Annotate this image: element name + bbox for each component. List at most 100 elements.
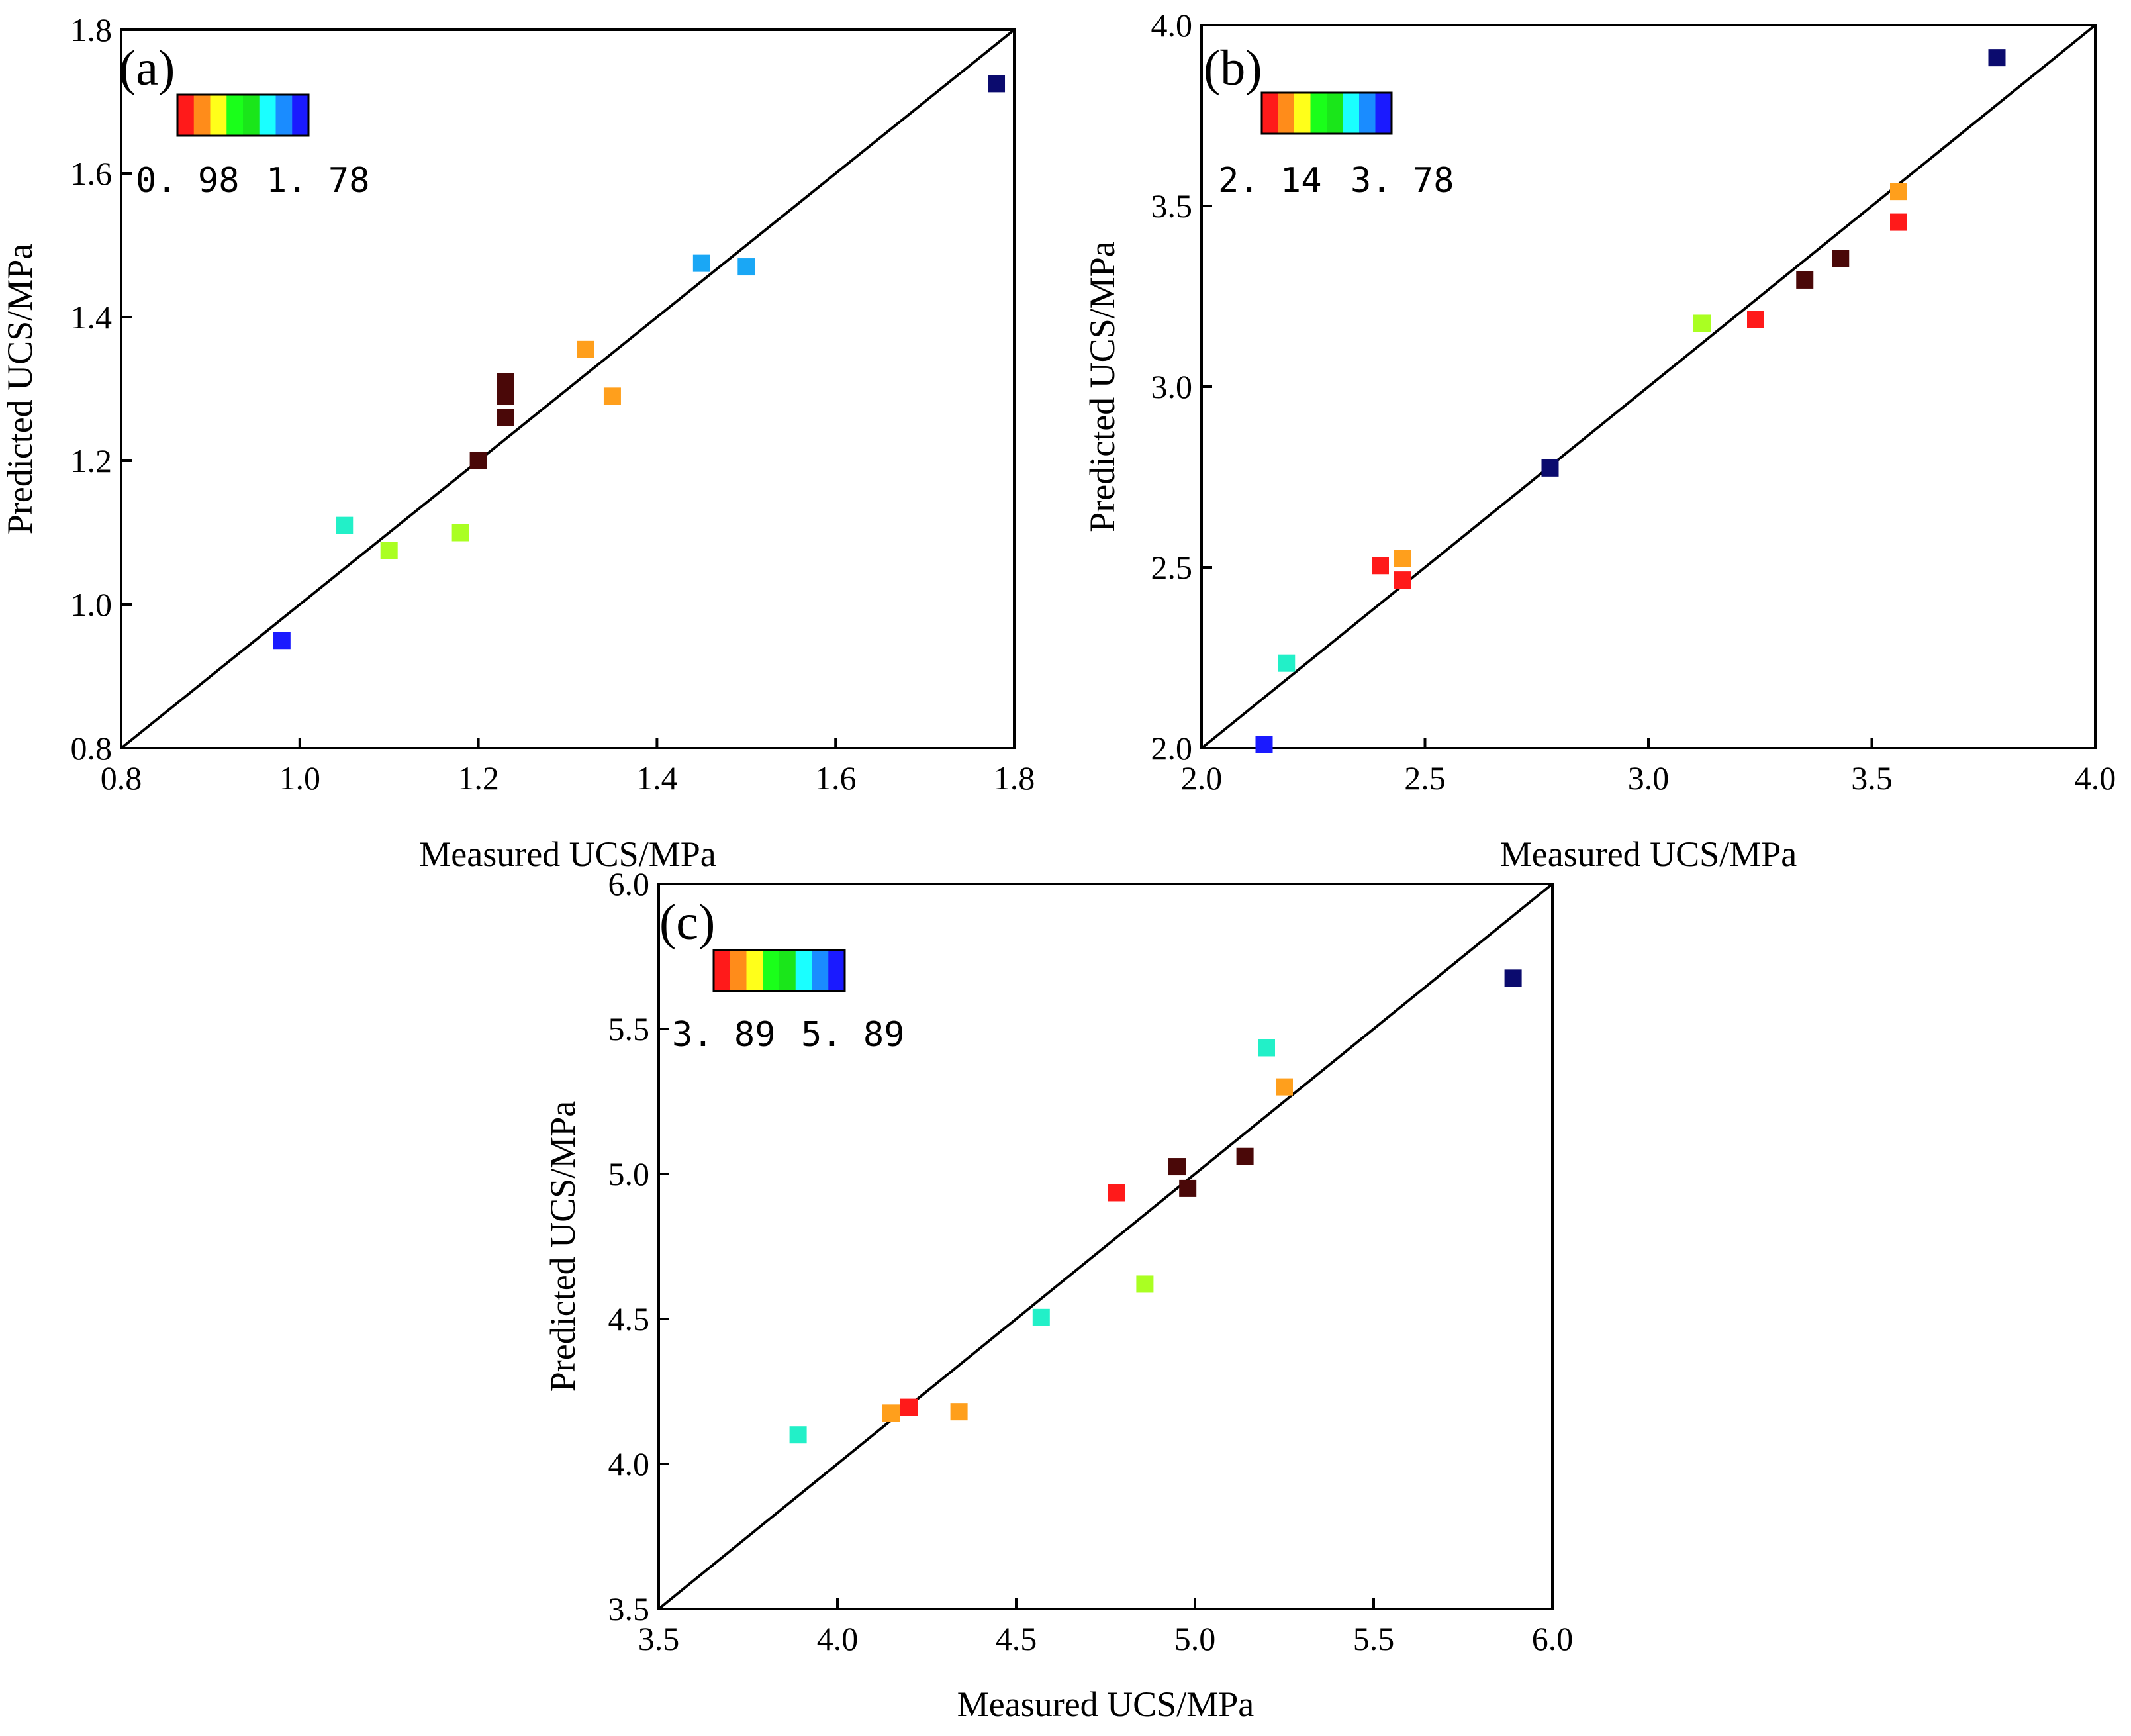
colorbar-segment bbox=[795, 950, 812, 991]
data-point bbox=[603, 387, 621, 405]
colorbar-max-label: 3. 78 bbox=[1350, 161, 1454, 201]
x-tick-label: 5.0 bbox=[1174, 1620, 1216, 1657]
reference-line bbox=[120, 28, 1016, 749]
data-point bbox=[900, 1398, 918, 1416]
colorbar-frame bbox=[176, 93, 310, 137]
x-tick-label: 4.0 bbox=[2075, 759, 2116, 796]
y-tick-label: 5.0 bbox=[608, 1155, 650, 1192]
data-point bbox=[1168, 1158, 1186, 1176]
x-axis-title: Measured UCS/MPa bbox=[1500, 834, 1797, 874]
colorbar-segment bbox=[1343, 93, 1360, 134]
x-tick-label: 4.0 bbox=[817, 1620, 859, 1657]
data-point bbox=[1394, 550, 1411, 567]
colorbar-segment bbox=[275, 95, 293, 136]
colorbar: 3. 89 5. 89 bbox=[672, 949, 905, 1055]
colorbar-segment bbox=[292, 95, 309, 136]
data-point bbox=[497, 387, 514, 405]
colorbar: 0. 98 1. 78 bbox=[136, 93, 370, 201]
colorbar-segment bbox=[1310, 93, 1327, 134]
colorbar-segment bbox=[812, 950, 829, 991]
colorbar-segment bbox=[177, 95, 195, 136]
x-tick-label: 1.6 bbox=[815, 759, 857, 796]
x-tick-label: 1.8 bbox=[994, 759, 1035, 796]
colorbar-max-label: 1. 78 bbox=[266, 161, 370, 201]
data-point bbox=[469, 452, 487, 469]
x-tick-label: 5.5 bbox=[1353, 1620, 1395, 1657]
y-tick-label: 1.6 bbox=[71, 155, 113, 192]
x-tick-label: 2.0 bbox=[1181, 759, 1223, 796]
colorbar-min-label: 0. 98 bbox=[136, 161, 240, 201]
data-point bbox=[1136, 1275, 1154, 1293]
colorbar-segment bbox=[1375, 93, 1392, 134]
data-point bbox=[1747, 311, 1764, 328]
data-point bbox=[451, 524, 469, 542]
data-point bbox=[380, 542, 398, 559]
x-tick-label: 1.2 bbox=[457, 759, 499, 796]
data-point bbox=[273, 632, 291, 650]
data-point bbox=[1372, 557, 1389, 575]
x-tick-label: 1.4 bbox=[636, 759, 678, 796]
data-point bbox=[692, 254, 710, 272]
x-axis-title: Measured UCS/MPa bbox=[419, 834, 716, 874]
panel-label: (b) bbox=[1204, 40, 1262, 96]
data-point bbox=[1179, 1179, 1197, 1197]
colorbar-segment bbox=[226, 95, 244, 136]
data-point bbox=[1278, 654, 1296, 672]
colorbar-segment bbox=[259, 95, 276, 136]
y-tick-label: 1.8 bbox=[71, 11, 113, 48]
y-tick-label: 3.0 bbox=[1151, 368, 1193, 405]
y-tick-label: 3.5 bbox=[608, 1590, 650, 1627]
data-point bbox=[1276, 1078, 1293, 1096]
data-point bbox=[1796, 271, 1814, 289]
colorbar-min-label: 3. 89 bbox=[672, 1015, 776, 1055]
data-point bbox=[1504, 969, 1522, 987]
colorbar-segment bbox=[779, 950, 796, 991]
data-point bbox=[336, 516, 354, 534]
colorbar-segment bbox=[243, 95, 260, 136]
data-point bbox=[577, 340, 594, 358]
data-point bbox=[882, 1404, 900, 1422]
data-point bbox=[1032, 1308, 1050, 1326]
data-point bbox=[1108, 1184, 1125, 1202]
y-axis-title: Predicted UCS/MPa bbox=[0, 244, 40, 535]
data-point bbox=[1832, 250, 1850, 267]
colorbar-segment bbox=[193, 95, 211, 136]
data-point bbox=[1890, 213, 1907, 231]
y-axis-title: Predicted UCS/MPa bbox=[543, 1101, 583, 1392]
colorbar-segment bbox=[828, 950, 845, 991]
colorbar-segment bbox=[1278, 93, 1295, 134]
chart-panel-3: 3.5 4.0 4.5 5.0 5.5 6.0 3.5 4.0 4.5 5.0 5.5 6.0 Meas… bbox=[543, 865, 1573, 1724]
colorbar: 2. 14 3. 78 bbox=[1218, 91, 1454, 201]
x-tick-label: 6.0 bbox=[1532, 1620, 1574, 1657]
plot-frame bbox=[120, 28, 1016, 749]
y-tick-label: 4.5 bbox=[608, 1300, 650, 1337]
x-tick-label: 1.0 bbox=[279, 759, 321, 796]
y-tick-label: 1.0 bbox=[71, 586, 113, 623]
panel-label: (a) bbox=[119, 40, 175, 96]
y-tick-label: 2.0 bbox=[1151, 730, 1193, 767]
data-point bbox=[789, 1426, 807, 1444]
colorbar-min-label: 2. 14 bbox=[1218, 161, 1322, 201]
y-tick-label: 4.0 bbox=[608, 1445, 650, 1482]
chart-panel-1: 0.8 1.0 1.2 1.4 1.6 1.8 0.8 1.0 1.2 1.4 1.6 1.8 Meas… bbox=[0, 11, 1035, 874]
colorbar-max-label: 5. 89 bbox=[801, 1015, 905, 1055]
data-point bbox=[1541, 459, 1559, 477]
reference-line bbox=[1200, 24, 2097, 749]
data-point bbox=[1890, 183, 1907, 201]
x-tick-label: 3.0 bbox=[1628, 759, 1670, 796]
y-tick-label: 5.5 bbox=[608, 1010, 650, 1047]
data-point bbox=[950, 1403, 968, 1421]
colorbar-segment bbox=[714, 950, 731, 991]
y-axis-title: Predicted UCS/MPa bbox=[1082, 241, 1122, 532]
data-point bbox=[988, 75, 1006, 93]
data-point bbox=[497, 373, 514, 391]
y-tick-label: 6.0 bbox=[608, 865, 650, 902]
colorbar-segment bbox=[210, 95, 227, 136]
x-tick-label: 2.5 bbox=[1404, 759, 1446, 796]
colorbar-segment bbox=[1294, 93, 1311, 134]
colorbar-frame bbox=[712, 949, 846, 992]
colorbar-segment bbox=[746, 950, 763, 991]
y-tick-label: 3.5 bbox=[1151, 187, 1193, 224]
data-point bbox=[1988, 49, 2006, 67]
